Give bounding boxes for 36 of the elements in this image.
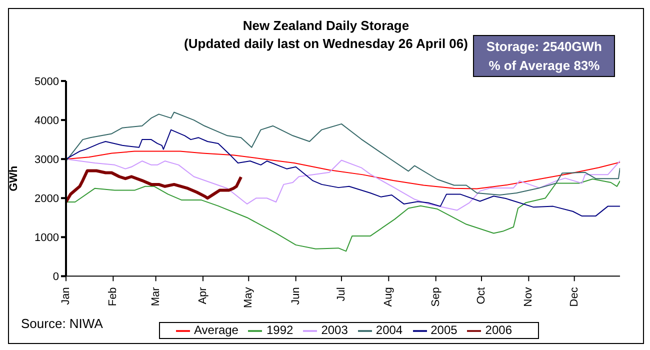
x-tick-label: Nov [522, 286, 535, 307]
line-series [66, 169, 243, 204]
x-tick-label: Aug [382, 287, 395, 307]
legend-label: Average [194, 323, 238, 338]
text: Storage: 2540GWh [486, 38, 602, 56]
chart-title: New Zealand Daily Storage [242, 17, 410, 35]
x-tick-label: Dec [568, 286, 580, 307]
x-tick-label: May [242, 286, 255, 308]
legend-label: 2005 [430, 323, 458, 338]
x-tick-label: Jul [335, 287, 348, 302]
line-series [66, 178, 620, 252]
line-series [66, 158, 620, 211]
line-series [66, 112, 620, 196]
legend-label: 2003 [321, 323, 348, 338]
x-tick-label: Sep [430, 287, 442, 307]
x-tick-label: Mar [150, 286, 162, 306]
x-tick-label: Jan [60, 287, 72, 305]
y-tick-label: 4000 [34, 114, 59, 127]
y-tick-label: 2000 [34, 193, 59, 206]
y-tick-label: 3000 [34, 154, 59, 166]
y-tick-label: 0 [52, 271, 59, 284]
legend-label: 2004 [376, 323, 403, 338]
x-tick-label: Oct [476, 287, 488, 304]
x-tick-label: Apr [196, 286, 209, 304]
y-axis-title: GWh [8, 165, 20, 192]
chart-subtitle: (Updated daily last on Wednesday 26 April 06) [184, 36, 468, 51]
legend-label: 2006 [485, 323, 512, 338]
y-tick-label: 1000 [34, 232, 59, 244]
text: % of Average 83% [488, 57, 601, 75]
legend-label: 1992 [266, 323, 294, 338]
line-series [66, 129, 620, 217]
y-tick-label: 5000 [34, 76, 59, 88]
x-tick-label: Feb [107, 287, 120, 306]
x-tick-label: Jun [290, 287, 302, 305]
line-series [66, 150, 620, 190]
source-note: Source: NIWA [21, 316, 103, 331]
